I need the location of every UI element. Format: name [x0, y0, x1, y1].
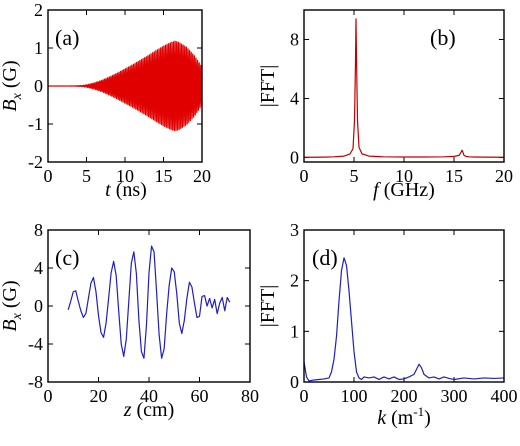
plot-b-ytick-label: 0: [290, 148, 299, 168]
plot-c-ytick-label: -8: [28, 372, 43, 392]
plot-b-series-line: [304, 18, 504, 158]
plot-d-series-line: [304, 257, 504, 382]
panel-a: 0 5 10 15 20 -2 -1 0 1 2 (a) t (ns) Bx (G): [0, 0, 211, 201]
panel-d-label: (d): [312, 245, 338, 270]
plot-a-ytick-label: 1: [34, 38, 43, 58]
panel-a-label: (a): [55, 25, 79, 50]
plot-d-ytick-label: 3: [290, 220, 299, 240]
plot-c-marks: 0 20 40 60 80 -8 -4 0 4 8: [28, 220, 259, 406]
plot-a-xtick-label: 10: [116, 166, 134, 186]
plot-a-ytick-label: 0: [34, 76, 43, 96]
plot-b-frame: [303, 9, 505, 163]
plot-a-xlabel: t (ns): [105, 179, 147, 201]
plot-a-series-line: [48, 40, 202, 132]
plot-c-xtick-label: 60: [191, 386, 209, 406]
plot-c-xtick-label: 20: [90, 386, 108, 406]
plot-a-xtick-label: 5: [82, 166, 91, 186]
plot-c-ytick-label: -4: [28, 334, 43, 354]
panel-d: 0 100 200 300 400 0 1 2 3 (d) k (m-1) |FFT|: [257, 220, 518, 429]
plot-b-xtick-label: 0: [300, 166, 309, 186]
plot-a-ytick-label: -2: [28, 152, 43, 172]
plot-d-ytick-label: 2: [290, 271, 299, 291]
plot-b-xtick-label: 20: [495, 166, 513, 186]
plot-d-xtick-label: 400: [491, 386, 518, 406]
plot-c-xtick-label: 0: [44, 386, 53, 406]
plot-b-xtick-label: 10: [395, 166, 413, 186]
plot-a-ylabel: Bx (G): [0, 60, 25, 111]
plot-c-ytick-label: 8: [34, 220, 43, 240]
panel-c: 0 20 40 60 80 -8 -4 0 4 8 (c) z (cm) Bx (G): [0, 220, 259, 421]
plot-a-ytick-label: -1: [28, 114, 43, 134]
plot-a-frame: [47, 9, 203, 163]
plot-c-xtick-label: 40: [140, 386, 158, 406]
plot-a-xtick-label: 0: [44, 166, 53, 186]
plot-d-xtick-label: 100: [341, 386, 368, 406]
plot-d-xtick-label: 0: [300, 386, 309, 406]
plot-a-ytick-label: 2: [34, 0, 43, 20]
panel-b-label: (b): [430, 25, 456, 50]
plot-d-frame: [303, 229, 505, 383]
panel-b: 0 5 10 15 20 0 4 8 (b) f (GHz) |FFT|: [257, 9, 513, 201]
plot-c-series-line: [67, 245, 231, 359]
plot-b-ylabel: |FFT|: [257, 65, 279, 107]
plot-c-ytick-label: 0: [34, 296, 43, 316]
plot-b-xtick-label: 15: [445, 166, 463, 186]
plot-c-frame: [47, 229, 251, 383]
plot-b-xlabel: f (GHz): [373, 179, 435, 201]
plot-d-ytick-label: 0: [290, 372, 299, 392]
plot-c-ytick-label: 4: [34, 258, 43, 278]
plot-b-ytick-label: 4: [290, 89, 299, 109]
plot-d-xtick-label: 300: [441, 386, 468, 406]
plot-b-xtick-label: 5: [350, 166, 359, 186]
plot-c-xlabel: z (cm): [123, 399, 175, 421]
plot-d-xlabel: k (m-1): [377, 404, 431, 429]
plot-c-xtick-label: 80: [241, 386, 259, 406]
plot-d-marks: 0 100 200 300 400 0 1 2 3: [290, 220, 518, 406]
panel-c-label: (c): [55, 245, 79, 270]
plot-d-ytick-label: 1: [290, 321, 299, 341]
plot-d-ylabel: |FFT|: [257, 285, 279, 327]
plot-d-xtick-label: 200: [391, 386, 418, 406]
plot-a-xtick-label: 15: [155, 166, 173, 186]
plot-b-ytick-label: 8: [290, 30, 299, 50]
plot-b-marks: 0 5 10 15 20 0 4 8: [290, 10, 513, 186]
plot-a-xtick-label: 20: [193, 166, 211, 186]
plot-c-ylabel: Bx (G): [0, 280, 25, 331]
